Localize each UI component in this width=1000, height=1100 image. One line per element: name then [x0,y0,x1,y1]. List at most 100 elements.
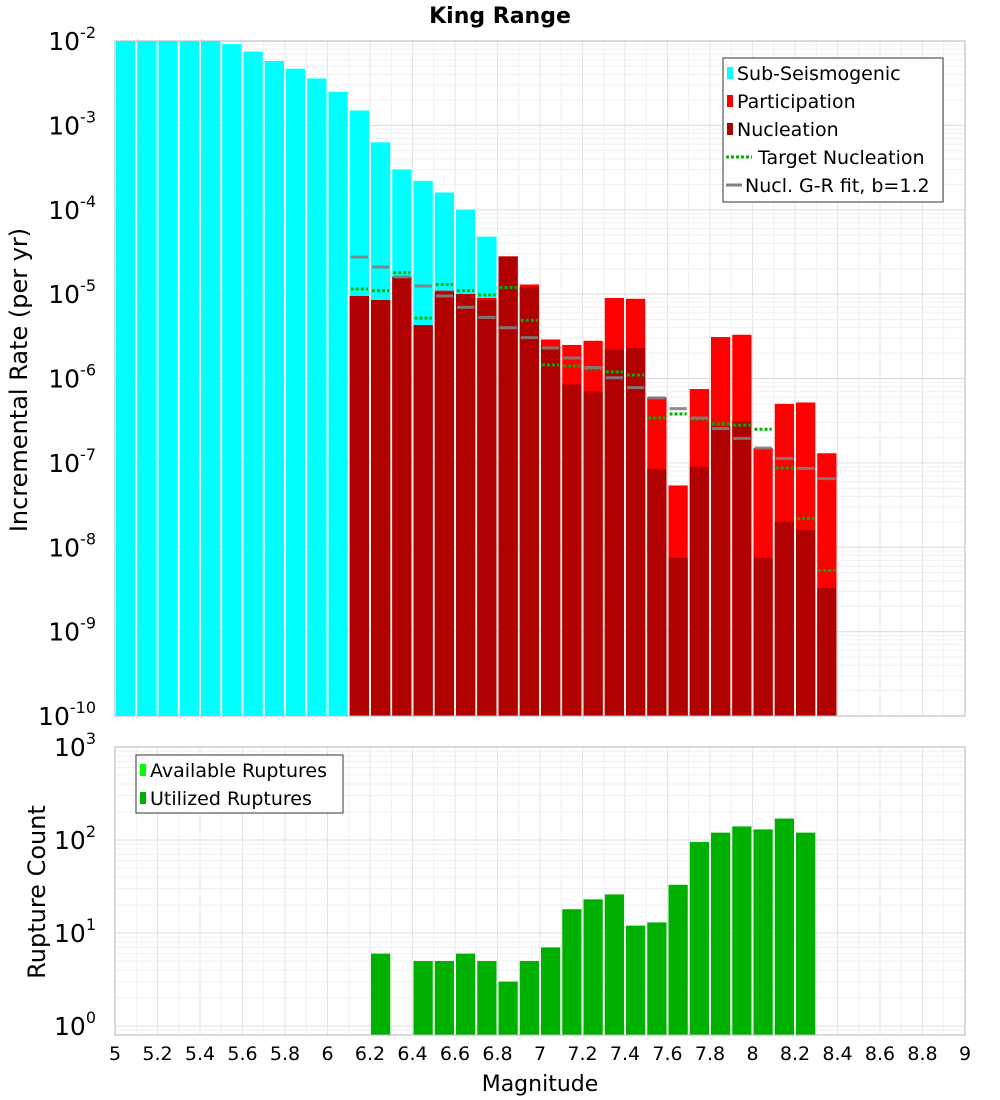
xtick-label: 7.6 [652,1043,682,1065]
xtick-label: 8.8 [907,1043,937,1065]
nucleation-bar [583,391,603,716]
xtick-label: 8.6 [865,1043,895,1065]
xtick-label: 7.8 [695,1043,725,1065]
top-ytick-label: 10-2 [48,23,96,56]
sub-seismogenic-bar [116,41,136,716]
xtick-label: 6.6 [440,1043,470,1065]
sub-seismogenic-bar [158,41,178,716]
nucleation-bar [732,421,752,716]
xtick-label: 7.4 [610,1043,640,1065]
nucleation-bar [562,384,582,716]
utilized-ruptures-bar [753,829,773,1035]
xtick-label: 5.8 [270,1043,300,1065]
sub-seismogenic-bar [137,41,157,716]
sub-seismogenic-bar [201,41,221,716]
utilized-ruptures-bar [413,960,433,1035]
xtick-label: 6 [321,1043,333,1065]
sub-seismogenic-bar [286,68,306,716]
nucleation-bar [498,256,518,716]
top-ytick-label: 10-6 [48,361,96,394]
utilized-ruptures-bar [519,960,539,1035]
utilized-ruptures-bar [711,832,731,1035]
bottom-ytick-label: 100 [54,1008,96,1041]
nucleation-series [349,256,837,716]
xtick-label: 6.4 [397,1043,427,1065]
gr-fit-series [350,255,836,481]
top-ytick-label: 10-3 [48,107,96,140]
nucleation-bar [774,521,794,716]
legend-swatch-2 [727,123,733,135]
top-ytick-label: 10-4 [48,192,96,225]
bottom-y-axis-label: Rupture Count [23,805,51,979]
xtick-label: 6.8 [482,1043,512,1065]
nucleation-bar [753,557,773,716]
top-ytick-label: 10-10 [38,698,96,731]
top-plot-frame [114,40,966,717]
xtick-label: 8.2 [780,1043,810,1065]
nucleation-bar [668,557,688,716]
top-legend-box [722,57,944,203]
nucleation-bar [477,300,497,716]
utilized-ruptures-bar [689,842,709,1035]
bottom-ytick-label: 101 [54,915,96,948]
xtick-label: 5 [109,1043,121,1065]
bottom-legend-box [135,754,344,814]
sub-seismogenic-bar [179,41,199,716]
nucleation-bar [434,292,454,716]
nucleation-bar [711,426,731,716]
sub-seismogenic-bar [264,60,284,717]
utilized-ruptures-bar [604,894,624,1035]
legend-label: Nucleation [737,119,839,141]
nucleation-bar [604,349,624,716]
legend-label: Available Ruptures [150,760,327,782]
sub-seismogenic-bar [243,51,263,717]
utilized-ruptures-bar [647,922,667,1035]
nucleation-bar [541,346,561,716]
sub-seismogenic-bar [222,44,242,716]
legend-label: Target Nucleation [757,147,925,169]
top-legend: Sub-Seismogenic Participation Nucleation Ta… [722,57,944,203]
utilized-ruptures-bar [541,947,561,1035]
nucleation-bar [519,287,539,716]
xtick-label: 5.6 [227,1043,257,1065]
top-ytick-label: 10-5 [48,276,96,309]
legend-label: Participation [737,91,856,113]
legend-label: Utilized Ruptures [150,788,312,810]
utilized-ruptures-series [371,818,816,1035]
chart-title: King Range [429,4,571,29]
utilized-ruptures-bar [668,884,688,1035]
utilized-ruptures-bar [371,953,391,1035]
nucleation-bar [647,468,667,716]
utilized-ruptures-bar [498,981,518,1035]
legend-swatch-1 [727,95,733,107]
nucleation-bar [413,325,433,716]
xtick-label: 7.2 [567,1043,597,1065]
bottom-ytick-label: 103 [54,729,96,762]
xtick-label: 5.4 [185,1043,215,1065]
legend-swatch-bottom-1 [140,792,146,804]
nucleation-bar [796,530,816,716]
utilized-ruptures-bar [626,925,646,1035]
top-y-axis-label: Incremental Rate (per yr) [5,228,33,532]
legend-label: Sub-Seismogenic [737,63,901,85]
xtick-label: 6.2 [355,1043,385,1065]
bottom-ytick-label: 102 [54,822,96,855]
xtick-label: 5.2 [142,1043,172,1065]
legend-swatch-0 [727,67,733,79]
utilized-ruptures-bar [434,960,454,1035]
utilized-ruptures-bar [456,953,476,1035]
legend-swatch-bottom-0 [140,764,146,776]
legend-label: Nucl. G-R fit, b=1.2 [745,175,930,197]
utilized-ruptures-bar [583,899,603,1035]
utilized-ruptures-bar [732,826,752,1035]
bottom-legend: Available Ruptures Utilized Ruptures [135,754,344,814]
top-ytick-label: 10-9 [48,614,96,647]
xtick-label: 9 [959,1043,971,1065]
xtick-label: 7 [534,1043,546,1065]
bottom-plot-frame [114,746,966,1036]
x-axis-label: Magnitude [482,1072,599,1097]
nucleation-bar [349,296,369,716]
top-ytick-label: 10-8 [48,529,96,562]
utilized-ruptures-bar [477,960,497,1035]
